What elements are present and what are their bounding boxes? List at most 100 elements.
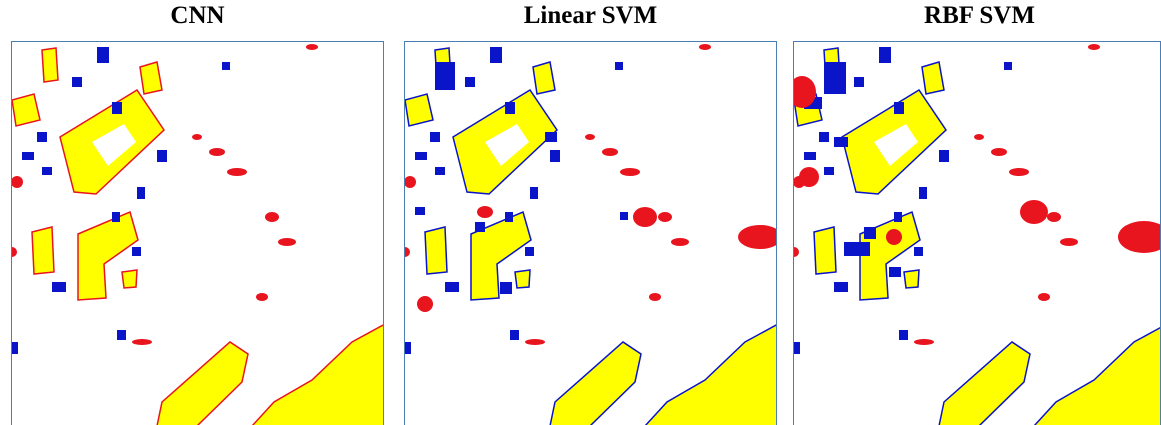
false-positive (799, 167, 819, 187)
false-negative (879, 47, 891, 63)
false-negative (97, 47, 109, 63)
false-positive (1088, 44, 1100, 50)
false-negative (545, 132, 557, 142)
false-negative (37, 132, 47, 142)
false-negative (919, 187, 927, 199)
false-negative (864, 227, 876, 239)
false-positive (306, 44, 318, 50)
false-positive (1020, 200, 1048, 224)
false-negative (500, 282, 512, 294)
false-negative (530, 187, 538, 199)
courtyard (92, 124, 136, 166)
false-negative (894, 212, 902, 222)
false-negative (889, 267, 901, 277)
false-negative (834, 137, 848, 147)
false-negative (435, 167, 445, 175)
false-negative (1004, 62, 1012, 70)
false-negative (52, 282, 66, 292)
building (1033, 326, 1160, 425)
false-positive (738, 225, 776, 249)
false-positive (671, 238, 689, 246)
courtyard (874, 124, 918, 166)
false-negative (844, 242, 870, 256)
false-positive (699, 44, 711, 50)
false-positive (132, 339, 152, 345)
map-panel (793, 41, 1161, 425)
false-negative (137, 187, 145, 199)
false-positive (1060, 238, 1078, 246)
panel-title: RBF SVM (924, 2, 1035, 29)
panel-title: CNN (170, 2, 225, 29)
false-positive (649, 293, 661, 301)
false-negative (939, 150, 949, 162)
false-positive (405, 247, 410, 257)
false-negative (620, 212, 628, 220)
building (424, 226, 448, 275)
false-negative (132, 247, 141, 256)
false-positive (192, 134, 202, 140)
false-negative (430, 132, 440, 142)
false-negative (12, 342, 18, 354)
false-positive (278, 238, 296, 246)
building (921, 61, 945, 95)
false-positive (1038, 293, 1050, 301)
building (156, 341, 249, 425)
false-positive (794, 247, 799, 257)
false-positive (602, 148, 618, 156)
false-negative (819, 132, 829, 142)
false-positive (1009, 168, 1029, 176)
false-positive (256, 293, 268, 301)
false-negative (415, 207, 425, 215)
false-positive (12, 247, 17, 257)
panel-title: Linear SVM (523, 2, 658, 29)
false-positive (1118, 221, 1160, 253)
false-negative (510, 330, 519, 340)
false-positive (1047, 212, 1061, 222)
false-negative (914, 247, 923, 256)
building (470, 210, 532, 301)
building (77, 210, 139, 301)
building (813, 226, 837, 275)
false-negative (72, 77, 82, 87)
false-positive (525, 339, 545, 345)
false-positive (265, 212, 279, 222)
false-positive (794, 76, 816, 108)
false-positive (209, 148, 225, 156)
false-negative (112, 102, 122, 114)
false-positive (405, 176, 416, 188)
false-negative (475, 222, 485, 232)
false-negative (550, 150, 560, 162)
false-negative (505, 212, 513, 222)
building (549, 341, 642, 425)
false-positive (417, 296, 433, 312)
building (405, 93, 434, 127)
false-positive (633, 207, 657, 227)
building (532, 61, 556, 95)
false-negative (490, 47, 502, 63)
false-negative (824, 62, 846, 94)
false-negative (435, 62, 455, 90)
building (31, 226, 55, 275)
false-negative (824, 167, 834, 175)
building (903, 269, 920, 289)
false-positive (477, 206, 493, 218)
false-negative (525, 247, 534, 256)
false-positive (658, 212, 672, 222)
false-negative (445, 282, 459, 292)
false-negative (405, 342, 411, 354)
false-negative (415, 152, 427, 160)
false-negative (794, 342, 800, 354)
false-negative (804, 152, 816, 160)
false-positive (886, 229, 902, 245)
false-negative (112, 212, 120, 222)
false-positive (620, 168, 640, 176)
building (938, 341, 1031, 425)
map-panel (11, 41, 384, 425)
building (139, 61, 163, 95)
false-negative (42, 167, 52, 175)
false-positive (12, 176, 23, 188)
map-panel (404, 41, 777, 425)
false-positive (585, 134, 595, 140)
false-negative (899, 330, 908, 340)
